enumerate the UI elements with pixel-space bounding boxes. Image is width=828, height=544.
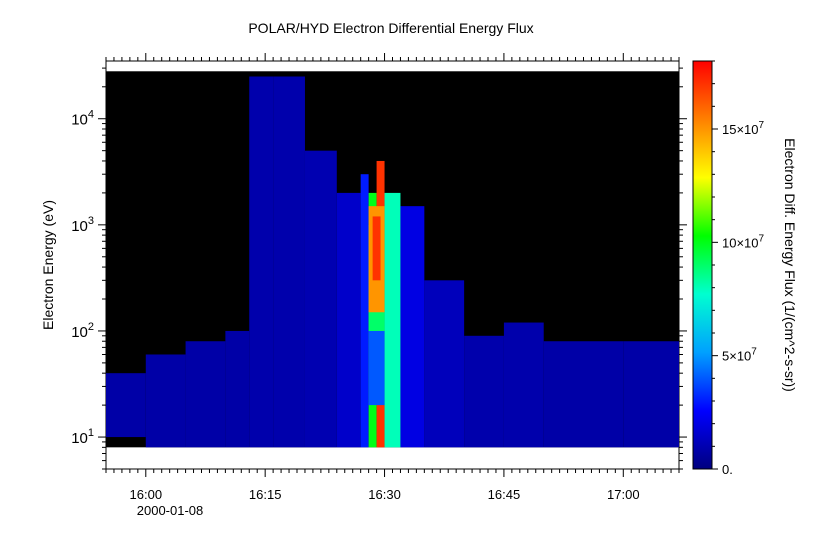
colorbar-tick-label: 15×107 [722, 120, 765, 137]
colorbar-tick-label: 10×107 [722, 233, 765, 250]
colorbar-tick-label: 0. [722, 462, 733, 477]
axes: 16:00 16:15 16:30 16:45 17:00 101 102 103 104 [71, 53, 687, 502]
colorbar-tick-label: 5×107 [722, 347, 757, 364]
flux-column [400, 206, 425, 448]
flux-column [384, 192, 401, 448]
flux-column [623, 341, 679, 448]
flux-column [424, 280, 465, 448]
flux-column [336, 192, 361, 448]
colorbar-axis: 0. 5×107 10×107 15×107 [712, 60, 765, 477]
y-tick-label: 103 [71, 215, 94, 235]
x-tick-label: 17:00 [607, 487, 640, 502]
chart-title: POLAR/HYD Electron Differential Energy F… [248, 20, 533, 36]
x-tick-label: 16:45 [488, 487, 521, 502]
flux-hotspot [368, 330, 385, 406]
flux-hotspot [372, 216, 381, 281]
y-tick-label: 102 [71, 321, 94, 341]
flux-column [464, 335, 504, 448]
x-tick-label: 16:30 [368, 487, 401, 502]
x-tick-label: 16:15 [249, 487, 282, 502]
flux-column [185, 341, 226, 448]
flux-column [503, 322, 544, 448]
y-axis-label: Electron Energy (eV) [40, 200, 56, 330]
colorbar-label: Electron Diff. Energy Flux (1/(cm^2-s-sr… [782, 138, 798, 392]
flux-column [360, 174, 369, 448]
flux-column [106, 373, 146, 438]
flux-column [304, 150, 337, 448]
spectrogram-image [106, 71, 679, 448]
colorbar [692, 60, 713, 470]
flux-column [225, 330, 250, 448]
x-tick-label: 16:00 [130, 487, 163, 502]
flux-column [543, 341, 624, 448]
flux-column [273, 76, 305, 448]
x-date-label: 2000-01-08 [137, 503, 204, 518]
y-tick-label: 104 [71, 109, 94, 129]
y-tick-label: 101 [71, 427, 94, 447]
flux-column [249, 76, 274, 448]
flux-column [145, 354, 186, 448]
